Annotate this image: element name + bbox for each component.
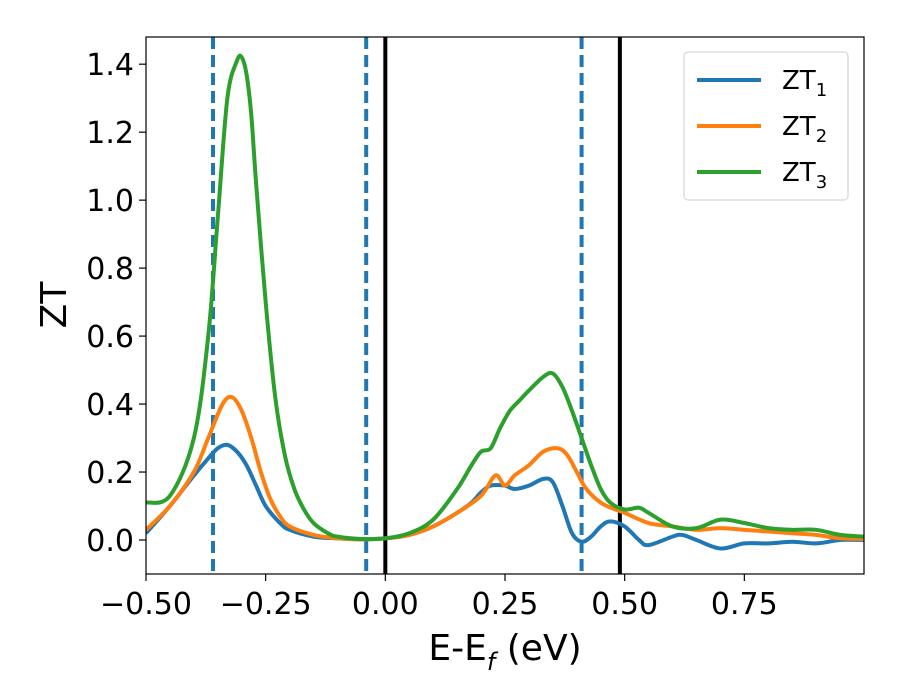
series-line-zt1 bbox=[146, 442, 864, 551]
y-tick-label: 0.2 bbox=[86, 456, 134, 491]
y-tick-label: 0.6 bbox=[86, 320, 134, 355]
legend-box bbox=[683, 51, 849, 201]
legend-label-zt1: ZT1 bbox=[782, 66, 827, 101]
legend-label-zt3: ZT3 bbox=[782, 158, 827, 193]
y-tick-label: 1.4 bbox=[86, 48, 134, 83]
x-tick-label: 0.00 bbox=[352, 587, 419, 622]
x-tick-label: 0.50 bbox=[591, 587, 658, 622]
x-axis-ticks: −0.50 −0.25 0.00 0.25 0.50 0.75 bbox=[100, 574, 778, 622]
y-axis-label: ZT bbox=[34, 281, 75, 329]
series-line-zt3 bbox=[146, 53, 864, 542]
vertical-reference-lines bbox=[211, 37, 622, 574]
x-axis-label: E-Ef (eV) bbox=[428, 628, 581, 676]
x-tick-label: −0.25 bbox=[220, 587, 312, 622]
x-axis-label-unit: (eV) bbox=[495, 628, 581, 669]
y-tick-label: 1.0 bbox=[86, 184, 134, 219]
legend: ZT1 ZT2 ZT3 bbox=[683, 51, 849, 201]
x-tick-label: 0.75 bbox=[711, 587, 778, 622]
series-layer bbox=[146, 53, 864, 551]
x-tick-label: 0.25 bbox=[472, 587, 539, 622]
y-tick-label: 1.2 bbox=[86, 116, 134, 151]
series-line-zt2 bbox=[146, 394, 864, 542]
y-tick-label: 0.4 bbox=[86, 388, 134, 423]
x-tick-label: −0.50 bbox=[100, 587, 192, 622]
legend-label-zt2: ZT2 bbox=[782, 112, 827, 147]
y-tick-label: 0.8 bbox=[86, 252, 134, 287]
y-axis-ticks: 0.0 0.2 0.4 0.6 0.8 1.0 1.2 1.4 bbox=[86, 48, 146, 559]
y-tick-label: 0.0 bbox=[86, 524, 134, 559]
